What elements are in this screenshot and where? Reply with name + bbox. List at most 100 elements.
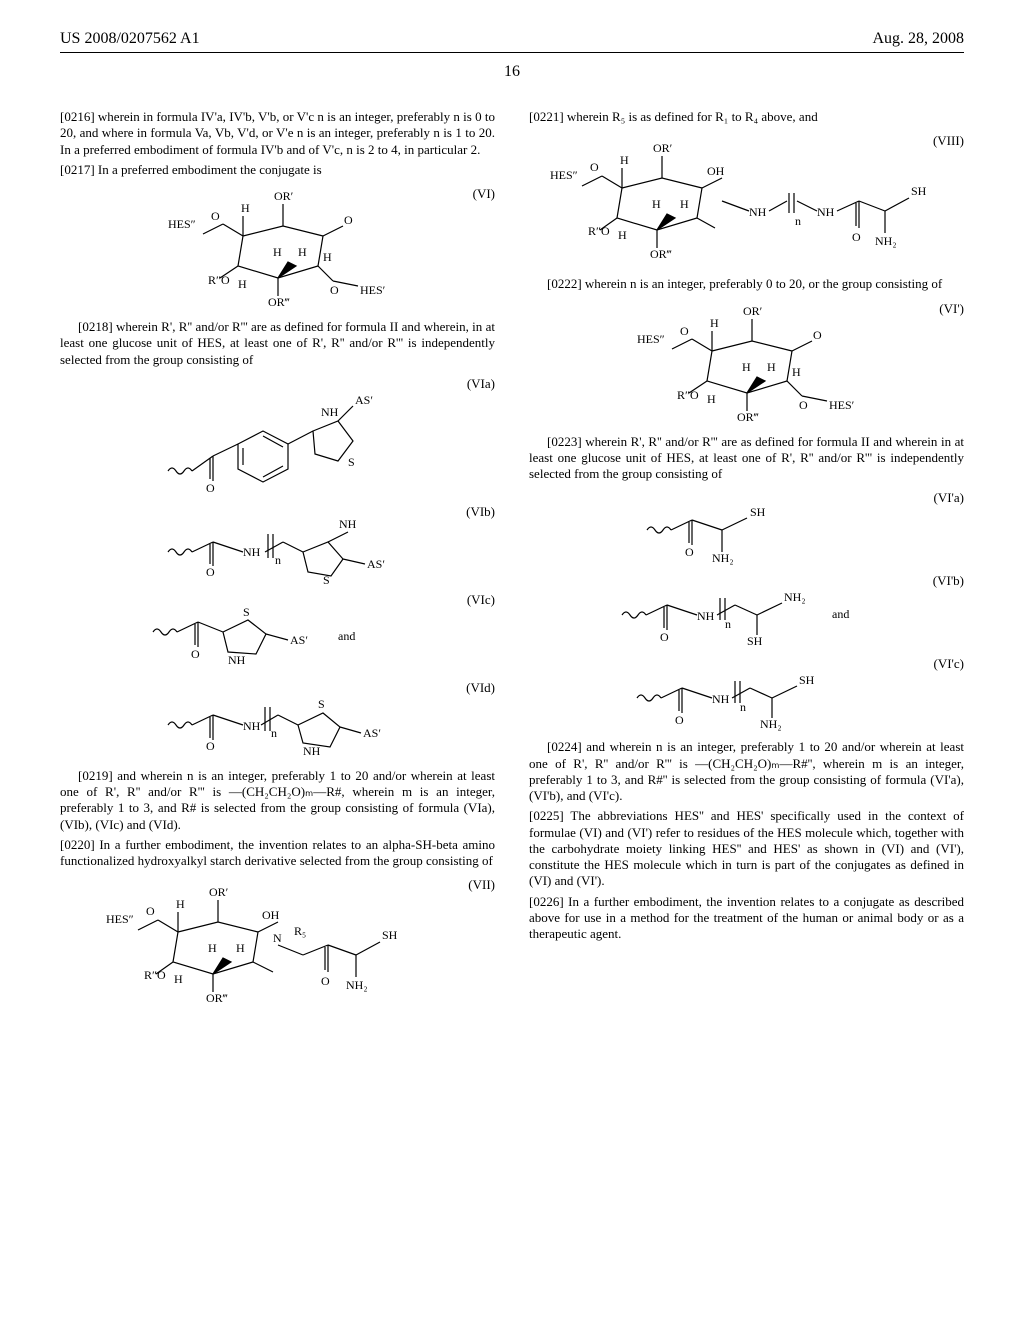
label-VI: (VI) [473,186,495,202]
para-0219: [0219] and wherein n is an integer, pref… [60,768,495,833]
structure-VIprimeC-icon: O NH n SH NH₂ [612,656,882,731]
svg-text:H: H [618,228,627,242]
svg-text:O: O [852,230,861,244]
svg-text:S: S [243,605,250,619]
para-0216: [0216] wherein in formula IV'a, IV'b, V'… [60,109,495,158]
svg-text:HES″: HES″ [550,168,578,182]
svg-text:OR′: OR′ [653,141,673,155]
structure-VIprimeA-icon: O SH NH₂ [622,490,872,565]
svg-text:SH: SH [747,634,763,648]
svg-text:SH: SH [382,928,398,942]
figure-VIprime: (VI') [529,301,964,426]
svg-text:H: H [652,197,661,211]
svg-text:O: O [799,398,808,412]
svg-text:O: O [211,209,220,223]
right-column: [0221] wherein R₅ is as defined for R₁ t… [529,105,964,1015]
svg-text:OR‴: OR‴ [737,410,759,424]
svg-text:n: n [740,700,746,714]
svg-text:H: H [707,392,716,406]
structure-VII-icon: HES″ O H OR′ OH R″O OR‴ H H H N R₅ O SH [98,877,458,1007]
figure-VI: (VI) [60,186,495,311]
para-0225: [0225] The abbreviations HES'' and HES' … [529,808,964,889]
svg-text:OH: OH [707,164,725,178]
figure-VIprimeC: (VI'c) O [529,656,964,731]
svg-text:R″O: R″O [588,224,610,238]
svg-text:AS′: AS′ [363,726,381,740]
svg-text:HES′: HES′ [360,283,386,297]
svg-text:NH₂: NH₂ [784,590,806,604]
figure-VIII: (VIII) [529,133,964,268]
svg-text:O: O [321,974,330,988]
svg-text:NH: NH [339,517,357,531]
svg-text:S: S [318,697,325,711]
para-0220: [0220] In a further embodiment, the inve… [60,837,495,870]
label-VIprimeB: (VI'b) [933,573,964,589]
svg-text:OR′: OR′ [743,304,763,318]
figure-VId: (VId) [60,680,495,760]
and-VIprimeB: and [832,607,849,621]
svg-text:OR‴: OR‴ [650,247,672,261]
label-VIb: (VIb) [466,504,495,520]
svg-text:R₅: R₅ [294,924,306,938]
svg-text:OH: OH [262,908,280,922]
svg-text:O: O [206,565,215,579]
page: US 2008/0207562 A1 Aug. 28, 2008 16 [021… [0,0,1024,1320]
figure-VIprimeB: (VI'b) O [529,573,964,648]
svg-text:n: n [795,214,801,228]
structure-VId-icon: O NH n S NH AS′ [143,680,413,760]
svg-text:AS′: AS′ [290,633,308,647]
svg-text:O: O [590,160,599,174]
structure-VIII-icon: HES″ O H OR′ OH R″O OR‴ H H H NH n NH O [547,133,947,268]
label-VIprimeC: (VI'c) [934,656,965,672]
svg-text:NH₂: NH₂ [760,717,782,731]
svg-text:NH₂: NH₂ [712,551,734,565]
figure-VIc: (VIc) O S NH [60,592,495,672]
structure-VIc-icon: O S NH AS′ and [128,592,428,672]
svg-text:AS′: AS′ [367,557,385,571]
para-0224: [0224] and wherein n is an integer, pref… [529,739,964,804]
label-VIprimeA: (VI'a) [934,490,965,506]
svg-text:O: O [685,545,694,559]
page-header: US 2008/0207562 A1 Aug. 28, 2008 [60,30,964,53]
svg-text:NH: NH [697,609,715,623]
figure-VIprimeA: (VI'a) O SH NH₂ [529,490,964,565]
svg-text:O: O [206,739,215,753]
svg-text:O: O [330,283,339,297]
svg-text:NH: NH [712,692,730,706]
svg-text:n: n [271,726,277,740]
structure-VI-icon: HES″ O H OR′ O R″O H H H H OR‴ O HES′ [148,186,408,311]
svg-text:HES″: HES″ [637,332,665,346]
svg-text:NH₂: NH₂ [346,978,368,992]
structure-VIprime-icon: HES″ O H OR′ O R″O H H H H OR‴ O HES′ [617,301,877,426]
svg-text:HES″: HES″ [168,217,196,231]
page-number: 16 [60,63,964,81]
figure-VIa: (VIa) [60,376,495,496]
svg-text:O: O [344,213,353,227]
svg-text:SH: SH [750,505,766,519]
svg-text:R″O: R″O [208,273,230,287]
svg-text:O: O [660,630,669,644]
structure-VIa-icon: O AS′ NH S [143,376,413,496]
label-VId: (VId) [466,680,495,696]
svg-text:H: H [323,250,332,264]
svg-text:n: n [725,617,731,631]
svg-text:N: N [273,931,282,945]
figure-VIb: (VIb) NH [60,504,495,584]
svg-text:O: O [813,328,822,342]
svg-text:O: O [146,904,155,918]
structure-VIprimeB-icon: O NH n NH₂ SH and [597,573,897,648]
svg-text:O: O [206,481,215,495]
svg-text:H: H [680,197,689,211]
svg-text:NH: NH [228,653,246,667]
svg-text:H: H [298,245,307,259]
svg-text:SH: SH [911,184,927,198]
svg-text:HES′: HES′ [829,398,855,412]
svg-text:H: H [710,316,719,330]
label-VII: (VII) [468,877,495,893]
svg-text:R″O: R″O [144,968,166,982]
svg-text:H: H [620,153,629,167]
figure-VII: (VII) [60,877,495,1007]
svg-text:H: H [273,245,282,259]
svg-text:H: H [792,365,801,379]
svg-text:OR′: OR′ [274,189,294,203]
